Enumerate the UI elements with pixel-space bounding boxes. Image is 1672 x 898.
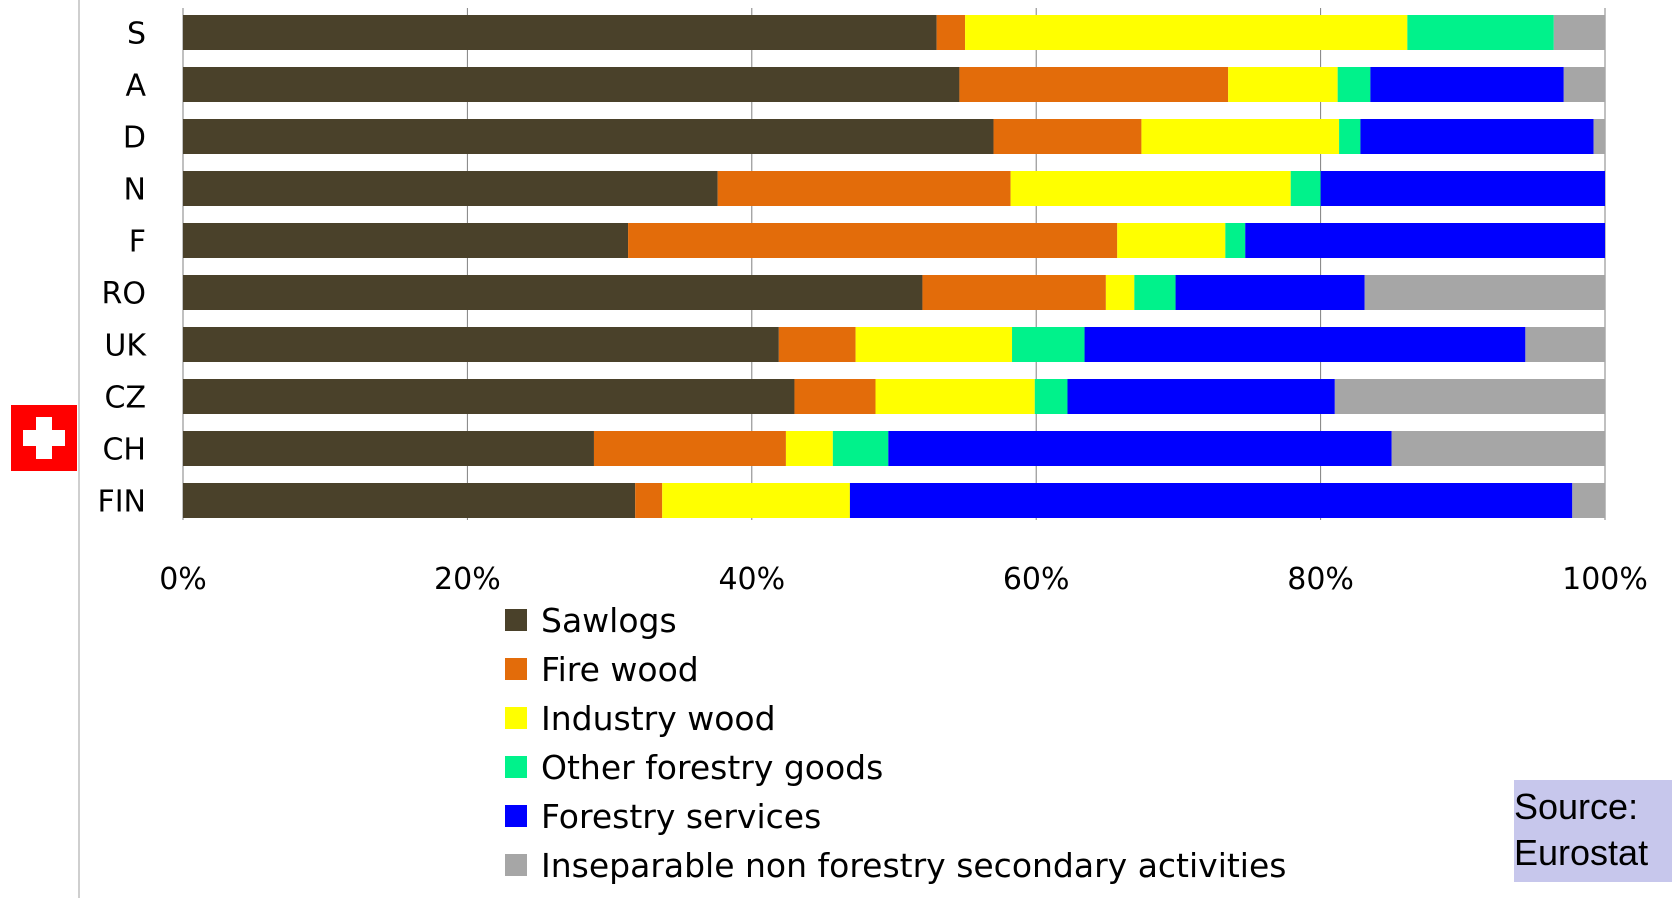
- bar-segment: [855, 327, 1013, 362]
- bar-segment: [635, 483, 663, 518]
- bar-segment: [785, 431, 833, 466]
- x-tick-label: 80%: [1287, 562, 1354, 597]
- category-label: RO: [102, 277, 146, 312]
- bar-segment: [183, 483, 636, 518]
- x-tick-label: 100%: [1562, 562, 1648, 597]
- bar-segment: [1370, 67, 1564, 102]
- bar-segment: [183, 327, 779, 362]
- bar-segment: [1228, 67, 1338, 102]
- bar-segment: [993, 119, 1142, 154]
- bar-segment: [1364, 275, 1605, 310]
- legend-label: Other forestry goods: [541, 748, 883, 787]
- legend-label: Industry wood: [541, 699, 776, 738]
- bar-segment: [183, 431, 594, 466]
- legend: Sawlogs Fire wood Industry wood Other fores…: [505, 601, 1286, 885]
- source-box: [1514, 780, 1672, 882]
- bar-segment: [183, 275, 923, 310]
- bar-segment: [593, 431, 786, 466]
- source-note: Source: Eurostat: [1514, 784, 1672, 876]
- bar-segment: [1360, 119, 1594, 154]
- category-label: D: [123, 121, 146, 156]
- category-label: F: [129, 225, 146, 260]
- bar-segment: [936, 15, 966, 50]
- legend-swatch: [505, 609, 527, 631]
- bar-segment: [1407, 15, 1554, 50]
- legend-swatch: [505, 756, 527, 778]
- bar-segment: [1225, 223, 1246, 258]
- legend-label: Inseparable non forestry secondary activ…: [541, 846, 1286, 885]
- bar-segment: [959, 67, 1229, 102]
- bar-segment: [1290, 171, 1321, 206]
- bar-segment: [1593, 119, 1605, 154]
- bar-segment: [628, 223, 1118, 258]
- bar-segment: [922, 275, 1106, 310]
- bar-segment: [1067, 379, 1335, 414]
- bar-segment: [183, 15, 937, 50]
- category-label: CH: [102, 433, 146, 468]
- bar-segment: [1245, 223, 1605, 258]
- bar-segment: [183, 67, 960, 102]
- legend-label: Forestry services: [541, 797, 821, 836]
- legend-swatch: [505, 707, 527, 729]
- bar-segment: [183, 379, 795, 414]
- bar-segment: [183, 223, 629, 258]
- bar-segment: [717, 171, 1011, 206]
- category-label: A: [125, 69, 146, 104]
- source-name: Eurostat: [1514, 832, 1649, 873]
- bar-segment: [1339, 119, 1361, 154]
- x-tick-labels: 0% 20% 40% 60% 80% 100%: [159, 562, 1648, 597]
- bar-segment: [1117, 223, 1226, 258]
- x-tick-label: 20%: [434, 562, 501, 597]
- category-label: S: [127, 17, 146, 52]
- bar-segment: [888, 431, 1392, 466]
- legend-swatch: [505, 658, 527, 680]
- bar-segment: [1134, 275, 1176, 310]
- bar-segment: [778, 327, 856, 362]
- bar-segment: [1553, 15, 1605, 50]
- legend-swatch: [505, 805, 527, 827]
- category-label: UK: [104, 329, 147, 364]
- bar-segment: [794, 379, 876, 414]
- legend-swatch: [505, 854, 527, 876]
- bar-segment: [832, 431, 889, 466]
- bar-segment: [1525, 327, 1605, 362]
- bar-segment: [1175, 275, 1365, 310]
- bar-segment: [875, 379, 1035, 414]
- legend-label: Sawlogs: [541, 601, 677, 640]
- bar-segment: [1334, 379, 1605, 414]
- x-tick-label: 60%: [1003, 562, 1070, 597]
- bar-segment: [1337, 67, 1371, 102]
- bar-segment: [1012, 327, 1085, 362]
- bar-segment: [1010, 171, 1291, 206]
- bar-segment: [1034, 379, 1068, 414]
- bar-segment: [662, 483, 850, 518]
- bars: [183, 15, 1605, 518]
- bar-segment: [183, 171, 718, 206]
- bar-segment: [849, 483, 1573, 518]
- x-tick-label: 40%: [718, 562, 785, 597]
- bar-segment: [183, 119, 994, 154]
- bar-segment: [1572, 483, 1605, 518]
- bar-segment: [1391, 431, 1605, 466]
- bar-segment: [1105, 275, 1135, 310]
- bar-segment: [1141, 119, 1340, 154]
- swiss-flag-icon: [11, 405, 77, 471]
- bar-segment: [965, 15, 1408, 50]
- bar-segment: [1084, 327, 1526, 362]
- bar-segment: [1320, 171, 1605, 206]
- legend-label: Fire wood: [541, 650, 699, 689]
- category-label: CZ: [105, 381, 147, 416]
- x-tick-label: 0%: [159, 562, 207, 597]
- source-label: Source:: [1514, 786, 1639, 827]
- bar-segment: [1563, 67, 1605, 102]
- category-label: N: [124, 173, 146, 208]
- category-label: FIN: [97, 485, 146, 520]
